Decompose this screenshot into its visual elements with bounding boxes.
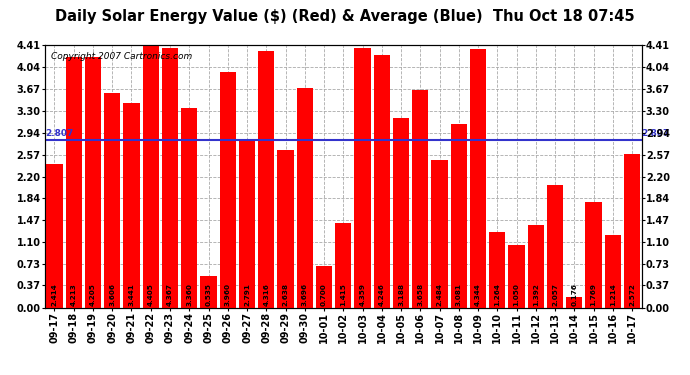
Bar [624,154,640,308]
Text: 4.316: 4.316 [264,284,269,306]
Text: 0.176: 0.176 [571,284,578,306]
Bar [566,297,582,307]
Bar [470,49,486,308]
Bar [412,90,428,308]
Bar [143,45,159,308]
Bar [85,57,101,308]
Bar [489,232,506,308]
Bar [547,185,563,308]
Bar [104,93,121,308]
Text: 3.606: 3.606 [109,283,115,306]
Text: 3.658: 3.658 [417,283,423,306]
Text: 4.367: 4.367 [167,284,173,306]
Text: 3.441: 3.441 [128,284,135,306]
Bar [258,51,275,308]
Bar [528,225,544,308]
Bar [124,103,139,308]
Bar [335,223,351,308]
Text: 4.246: 4.246 [379,284,385,306]
Text: 2.414: 2.414 [52,284,57,306]
Bar [277,150,294,308]
Text: Daily Solar Energy Value ($) (Red) & Average (Blue)  Thu Oct 18 07:45: Daily Solar Energy Value ($) (Red) & Ave… [55,9,635,24]
Bar [66,57,82,308]
Text: 1.392: 1.392 [533,284,539,306]
Bar [297,87,313,308]
Text: 4.359: 4.359 [359,283,366,306]
Bar [355,48,371,308]
Text: 1.050: 1.050 [513,284,520,306]
Text: 1.214: 1.214 [610,284,615,306]
Text: 4.213: 4.213 [71,284,77,306]
Bar [373,55,390,308]
Bar [585,202,602,308]
Bar [239,141,255,308]
Text: Copyright 2007 Cartronics.com: Copyright 2007 Cartronics.com [51,52,192,61]
Text: 4.205: 4.205 [90,284,96,306]
Bar [316,266,332,308]
Text: 4.405: 4.405 [148,284,154,306]
Text: 2.807: 2.807 [45,129,73,138]
Bar [219,72,236,308]
Bar [431,160,448,308]
Text: 3.960: 3.960 [225,283,230,306]
Text: 2.638: 2.638 [282,283,288,306]
Text: 2.791: 2.791 [244,284,250,306]
Text: 1.415: 1.415 [340,284,346,306]
Text: 1.264: 1.264 [494,284,500,306]
Text: 2.572: 2.572 [629,284,635,306]
Bar [604,235,621,308]
Bar [200,276,217,308]
Text: 1.769: 1.769 [591,283,597,306]
Bar [509,245,524,308]
Text: 3.360: 3.360 [186,284,193,306]
Text: 2.057: 2.057 [552,284,558,306]
Text: 3.188: 3.188 [398,283,404,306]
Text: 3.081: 3.081 [456,284,462,306]
Text: 0.700: 0.700 [321,284,327,306]
Text: 2.484: 2.484 [437,284,442,306]
Text: 0.535: 0.535 [206,283,212,306]
Bar [393,118,409,308]
Text: 4.344: 4.344 [475,284,481,306]
Bar [46,164,63,308]
Text: 3.696: 3.696 [302,283,308,306]
Bar [451,124,467,308]
Bar [162,48,178,308]
Bar [181,108,197,307]
Text: 2.807: 2.807 [642,129,670,138]
